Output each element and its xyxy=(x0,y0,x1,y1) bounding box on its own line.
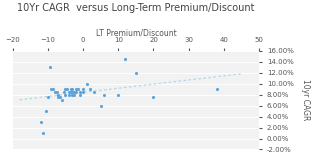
Point xyxy=(45,96,50,99)
Point xyxy=(74,88,79,90)
X-axis label: LT Premium/Discount: LT Premium/Discount xyxy=(95,28,176,37)
Title: 10Yr CAGR  versus Long-Term Premium/Discount: 10Yr CAGR versus Long-Term Premium/Disco… xyxy=(17,3,255,14)
Point xyxy=(52,91,58,93)
Point xyxy=(116,93,121,96)
Point xyxy=(214,88,219,90)
Point xyxy=(72,93,77,96)
Point xyxy=(133,72,138,74)
Point xyxy=(66,93,71,96)
Point xyxy=(66,91,71,93)
Point xyxy=(102,93,107,96)
Point xyxy=(38,121,43,123)
Point xyxy=(75,88,80,90)
Point xyxy=(70,93,75,96)
Point xyxy=(65,88,70,90)
Point xyxy=(68,91,73,93)
Point xyxy=(70,91,75,93)
Point xyxy=(151,96,156,99)
Point xyxy=(63,88,68,90)
Point xyxy=(123,58,128,60)
Point xyxy=(98,104,103,107)
Y-axis label: 10yr CAGR: 10yr CAGR xyxy=(301,80,310,121)
Point xyxy=(47,66,52,69)
Point xyxy=(58,96,63,99)
Point xyxy=(68,88,73,90)
Point xyxy=(44,110,49,112)
Point xyxy=(51,88,56,90)
Point xyxy=(77,91,82,93)
Point xyxy=(72,91,77,93)
Point xyxy=(81,91,86,93)
Point xyxy=(84,83,89,85)
Point xyxy=(77,93,82,96)
Point xyxy=(81,88,86,90)
Point xyxy=(70,88,75,90)
Point xyxy=(63,93,68,96)
Point xyxy=(91,91,96,93)
Point xyxy=(74,91,79,93)
Point xyxy=(88,88,93,90)
Point xyxy=(61,91,66,93)
Point xyxy=(56,96,61,99)
Point xyxy=(56,93,61,96)
Point xyxy=(54,91,59,93)
Point xyxy=(40,132,45,134)
Point xyxy=(49,88,54,90)
Point xyxy=(59,99,64,101)
